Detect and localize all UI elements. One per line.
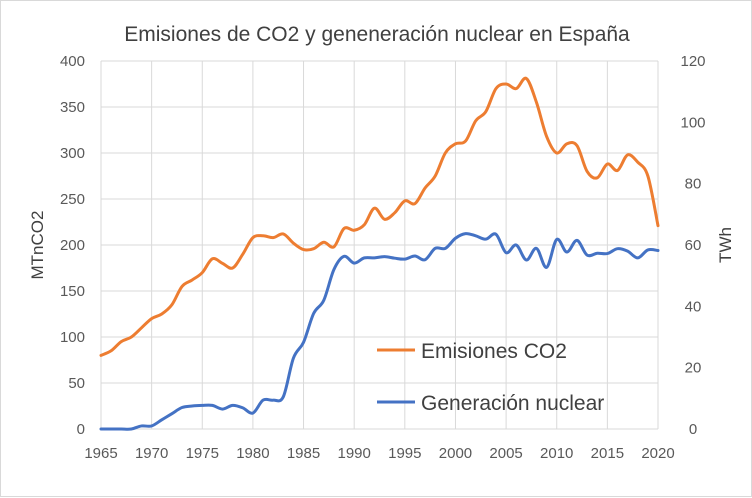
series-line-co2 — [99, 76, 660, 357]
x-tick-label: 1995 — [388, 445, 421, 462]
right-axis-ticks: 0 20 40 60 80 100 120 — [680, 53, 705, 438]
x-tick-label: 2015 — [591, 445, 624, 462]
left-tick-label: 250 — [60, 191, 85, 208]
x-tick-label: 1970 — [135, 445, 168, 462]
legend: Emisiones CO2 Generación nuclear — [377, 340, 604, 415]
right-tick-label: 100 — [680, 114, 705, 131]
series-lines — [99, 76, 660, 431]
left-axis-title: MTnCO2 — [28, 211, 47, 280]
right-tick-label: 80 — [685, 176, 702, 193]
left-tick-label: 300 — [60, 145, 85, 162]
x-tick-label: 1965 — [84, 445, 117, 462]
right-tick-label: 40 — [685, 298, 702, 315]
right-tick-label: 0 — [689, 421, 697, 438]
left-tick-label: 150 — [60, 283, 85, 300]
left-axis-ticks: 0 50 100 150 200 250 300 350 400 — [60, 53, 85, 438]
x-tick-label: 1990 — [337, 445, 370, 462]
left-tick-label: 200 — [60, 237, 85, 254]
right-axis-title: TWh — [716, 227, 735, 263]
chart-title: Emisiones de CO2 y geneneración nuclear … — [124, 23, 630, 46]
left-tick-label: 350 — [60, 99, 85, 116]
right-tick-label: 60 — [685, 237, 702, 254]
x-axis-ticks: 1965 1970 1975 1980 1985 1990 1995 2000 2005 2010… — [84, 445, 674, 462]
x-tick-label: 2010 — [540, 445, 573, 462]
left-tick-label: 100 — [60, 329, 85, 346]
series-line-nuclear — [99, 232, 660, 431]
x-tick-label: 2020 — [641, 445, 674, 462]
legend-label: Emisiones CO2 — [421, 340, 567, 363]
gridlines — [100, 60, 659, 430]
left-tick-label: 50 — [68, 375, 85, 392]
left-tick-label: 400 — [60, 53, 85, 70]
x-tick-label: 1985 — [287, 445, 320, 462]
left-tick-label: 0 — [77, 421, 85, 438]
x-tick-label: 2000 — [439, 445, 472, 462]
right-tick-label: 20 — [685, 360, 702, 377]
x-tick-label: 2005 — [489, 445, 522, 462]
x-tick-label: 1975 — [186, 445, 219, 462]
legend-label: Generación nuclear — [421, 392, 604, 415]
x-tick-label: 1980 — [236, 445, 269, 462]
right-tick-label: 120 — [680, 53, 705, 70]
